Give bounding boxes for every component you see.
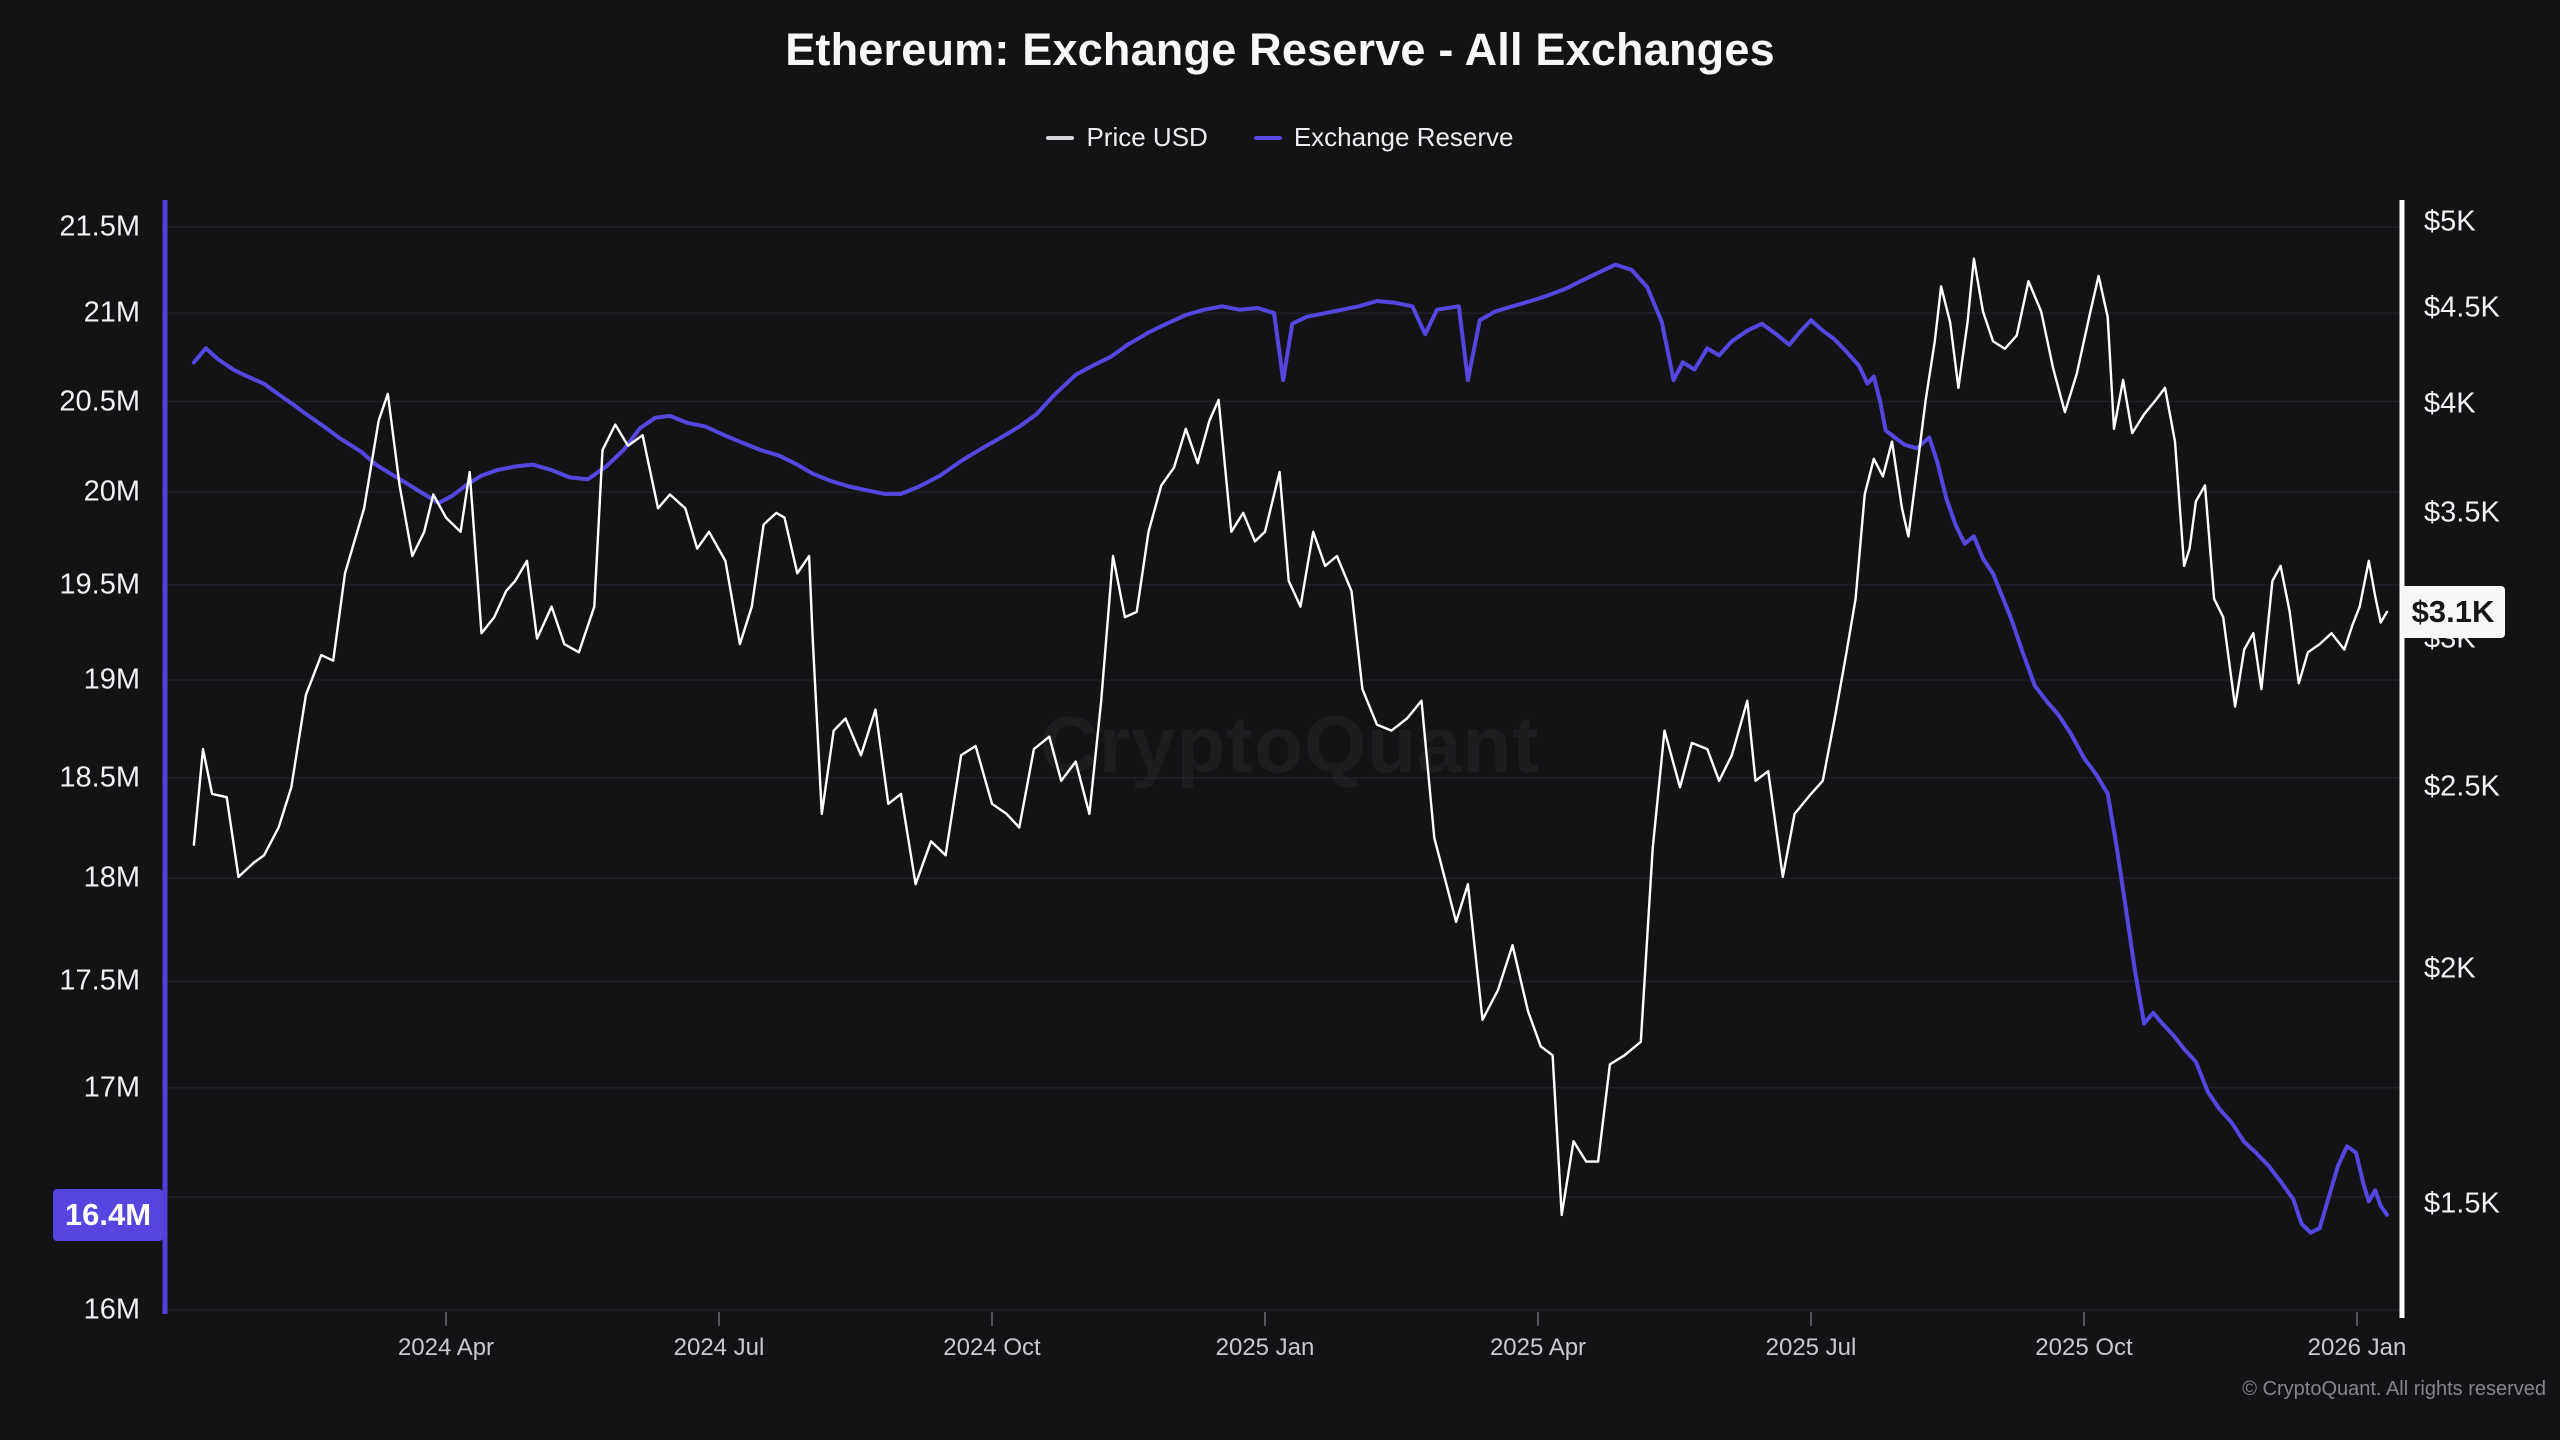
reserve-line	[191, 262, 2389, 1235]
legend-label-price-usd: Price USD	[1086, 122, 1208, 152]
price-last-value-badge: $3.1K	[2401, 585, 2505, 638]
y-axis-right-label-$2K: $2K	[2424, 952, 2476, 985]
x-axis-label-2025 Jan: 2025 Jan	[1215, 1334, 1315, 1361]
y-axis-left-label-18.5M: 18.5M	[59, 761, 140, 794]
x-axis-label-2024 Apr: 2024 Apr	[397, 1334, 495, 1361]
y-axis-right-label-$4K: $4K	[2424, 387, 2476, 420]
x-axis-label-2025 Jul: 2025 Jul	[1765, 1334, 1857, 1361]
x-axis-label-2024 Jul: 2024 Jul	[673, 1334, 765, 1361]
legend-item-exchange-reserve[interactable]: Exchange Reserve	[1253, 122, 1514, 153]
x-axis-label-2025 Oct: 2025 Oct	[2035, 1334, 2133, 1361]
legend-label-exchange-reserve: Exchange Reserve	[1293, 122, 1514, 152]
y-axis-left-label-20M: 20M	[83, 475, 140, 508]
y-axis-left-label-21.5M: 21.5M	[59, 210, 140, 243]
price-line-swatch-icon	[1046, 135, 1075, 140]
legend-item-price-usd[interactable]: Price USD	[1046, 122, 1208, 153]
y-axis-right-label-$2.5K: $2.5K	[2424, 770, 2500, 803]
y-axis-right-label-$4.5K: $4.5K	[2424, 291, 2500, 324]
y-axis-right-label-$5K: $5K	[2424, 205, 2476, 238]
page-title: Ethereum: Exchange Reserve - All Exchang…	[785, 24, 1775, 75]
y-axis-left-label-18M: 18M	[83, 861, 140, 894]
y-axis-right-label-$1.5K: $1.5K	[2424, 1187, 2500, 1220]
copyright-notice: © CryptoQuant. All rights reserved	[2242, 1378, 2546, 1400]
y-axis-left-label-21M: 21M	[83, 296, 140, 329]
x-axis-label-2024 Oct: 2024 Oct	[943, 1334, 1041, 1361]
y-axis-left-label-19M: 19M	[83, 663, 140, 696]
reserve-line-swatch-icon	[1253, 135, 1282, 140]
x-axis-label-2025 Apr: 2025 Apr	[1489, 1334, 1587, 1361]
y-axis-left-label-17.5M: 17.5M	[59, 964, 140, 997]
reserve-last-value-badge: 16.4M	[53, 1188, 163, 1241]
y-axis-right-label-$3.5K: $3.5K	[2424, 496, 2500, 529]
x-axis-label-2026 Jan: 2026 Jan	[2307, 1334, 2407, 1361]
y-axis-left-label-20.5M: 20.5M	[59, 385, 140, 418]
y-axis-left-label-16M: 16M	[83, 1293, 140, 1326]
y-axis-left-label-17M: 17M	[83, 1071, 140, 1104]
price-line	[192, 257, 2389, 1217]
y-axis-left-label-19.5M: 19.5M	[59, 568, 140, 601]
chart-legend: Price USD Exchange Reserve	[0, 122, 2560, 153]
